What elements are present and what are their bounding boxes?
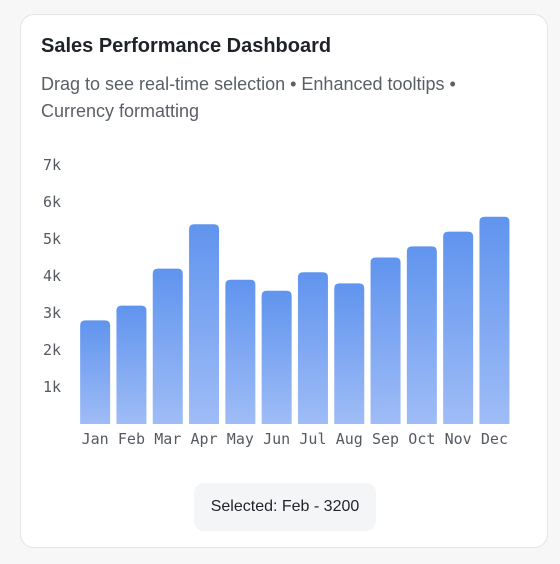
x-tick-label: Nov [445,430,472,448]
x-tick-label: Aug [336,430,363,448]
bar-jun[interactable] [261,290,292,424]
y-tick-label: 3k [43,304,61,322]
bar-feb[interactable] [116,305,147,424]
x-axis: Jan Feb Mar Apr May Jun Jul Aug Sep Oct Nov Dec [82,430,508,448]
x-tick-label: Jan [82,430,109,448]
selection-status-badge: Selected: Feb - 3200 [194,483,376,531]
bar-mar[interactable] [152,268,183,424]
card-title: Sales Performance Dashboard [41,35,332,57]
x-tick-label: Dec [481,430,508,448]
x-tick-label: Jul [299,430,326,448]
x-tick-label: Jun [263,430,290,448]
y-tick-label: 7k [43,156,61,174]
bar-jul[interactable] [297,272,328,424]
bar-nov[interactable] [443,231,474,424]
y-tick-label: 6k [43,193,61,211]
bar-jan[interactable] [80,320,111,424]
bar-may[interactable] [225,279,256,424]
bar-dec[interactable] [479,216,510,424]
bar-aug[interactable] [334,283,365,424]
y-tick-label: 2k [43,341,61,359]
y-tick-label: 1k [43,378,61,396]
card-subtitle: Drag to see real-time selection • Enhanc… [41,74,456,121]
x-tick-label: Feb [118,430,145,448]
bar-apr[interactable] [189,224,220,424]
x-tick-label: Apr [191,430,218,448]
x-tick-label: Mar [154,430,181,448]
y-tick-label: 4k [43,267,61,285]
sales-bar-chart[interactable]: 1k 2k 3k 4k 5k 6k 7k Jan Feb Mar Apr May Jun Jul Aug S… [21,15,549,465]
dashboard-card: Sales Performance Dashboard Drag to see … [20,14,548,548]
y-axis: 1k 2k 3k 4k 5k 6k 7k [43,156,61,396]
bar-sep[interactable] [370,257,401,425]
bar-oct[interactable] [406,246,437,424]
x-tick-label: May [227,430,254,448]
x-tick-label: Oct [408,430,435,448]
x-tick-label: Sep [372,430,399,448]
y-tick-label: 5k [43,230,61,248]
bars-group [80,216,510,425]
